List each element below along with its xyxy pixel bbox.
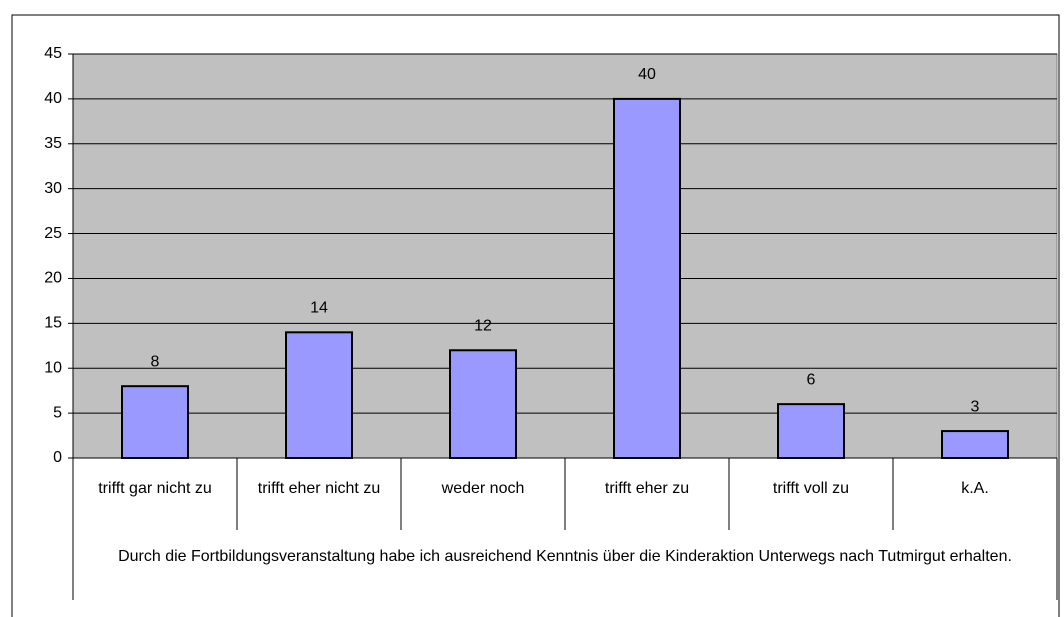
- y-tick-label: 5: [53, 404, 62, 421]
- value-label: 14: [310, 300, 328, 317]
- x-tick-label-box: trifft gar nicht zu: [98, 480, 212, 497]
- x-tick-label-box: trifft eher nicht zu: [257, 480, 381, 497]
- bar: [285, 331, 353, 459]
- bar: [777, 403, 845, 459]
- x-axis-label: Durch die Fortbildungsveranstaltung habe…: [118, 548, 1012, 565]
- y-tick-label: 45: [44, 45, 62, 62]
- y-tick-label: 30: [44, 180, 62, 197]
- x-tick-label: weder noch: [441, 480, 525, 497]
- x-tick-label: trifft eher zu: [604, 480, 690, 497]
- y-tick-label: 40: [44, 90, 62, 107]
- x-tick-label: k.A.: [961, 480, 989, 497]
- value-label: 40: [638, 66, 656, 83]
- x-tick-label-box: trifft eher zu: [604, 480, 690, 497]
- value-label: 3: [971, 398, 980, 415]
- bar: [613, 97, 681, 459]
- y-tick-label: 20: [44, 270, 62, 287]
- x-tick-label: trifft eher nicht zu: [257, 480, 381, 497]
- x-tick-label: trifft voll zu: [772, 480, 850, 497]
- value-label: 12: [474, 317, 492, 334]
- x-axis-label-box: Durch die Fortbildungsveranstaltung habe…: [118, 548, 1012, 565]
- x-tick-label-box: k.A.: [961, 480, 989, 497]
- plot-area: [72, 53, 1058, 459]
- value-label: 6: [807, 371, 816, 388]
- bar: [121, 385, 189, 459]
- y-tick-label: 10: [44, 359, 62, 376]
- y-tick-label: 35: [44, 135, 62, 152]
- x-tick-label-box: trifft voll zu: [772, 480, 850, 497]
- bar: [941, 430, 1009, 460]
- y-tick-label: 0: [53, 449, 62, 466]
- x-tick-label: trifft gar nicht zu: [98, 480, 212, 497]
- value-label: 8: [151, 353, 160, 370]
- bar: [449, 349, 517, 459]
- x-tick-label-box: weder noch: [441, 480, 525, 497]
- y-tick-label: 25: [44, 225, 62, 242]
- y-tick-label: 15: [44, 315, 62, 332]
